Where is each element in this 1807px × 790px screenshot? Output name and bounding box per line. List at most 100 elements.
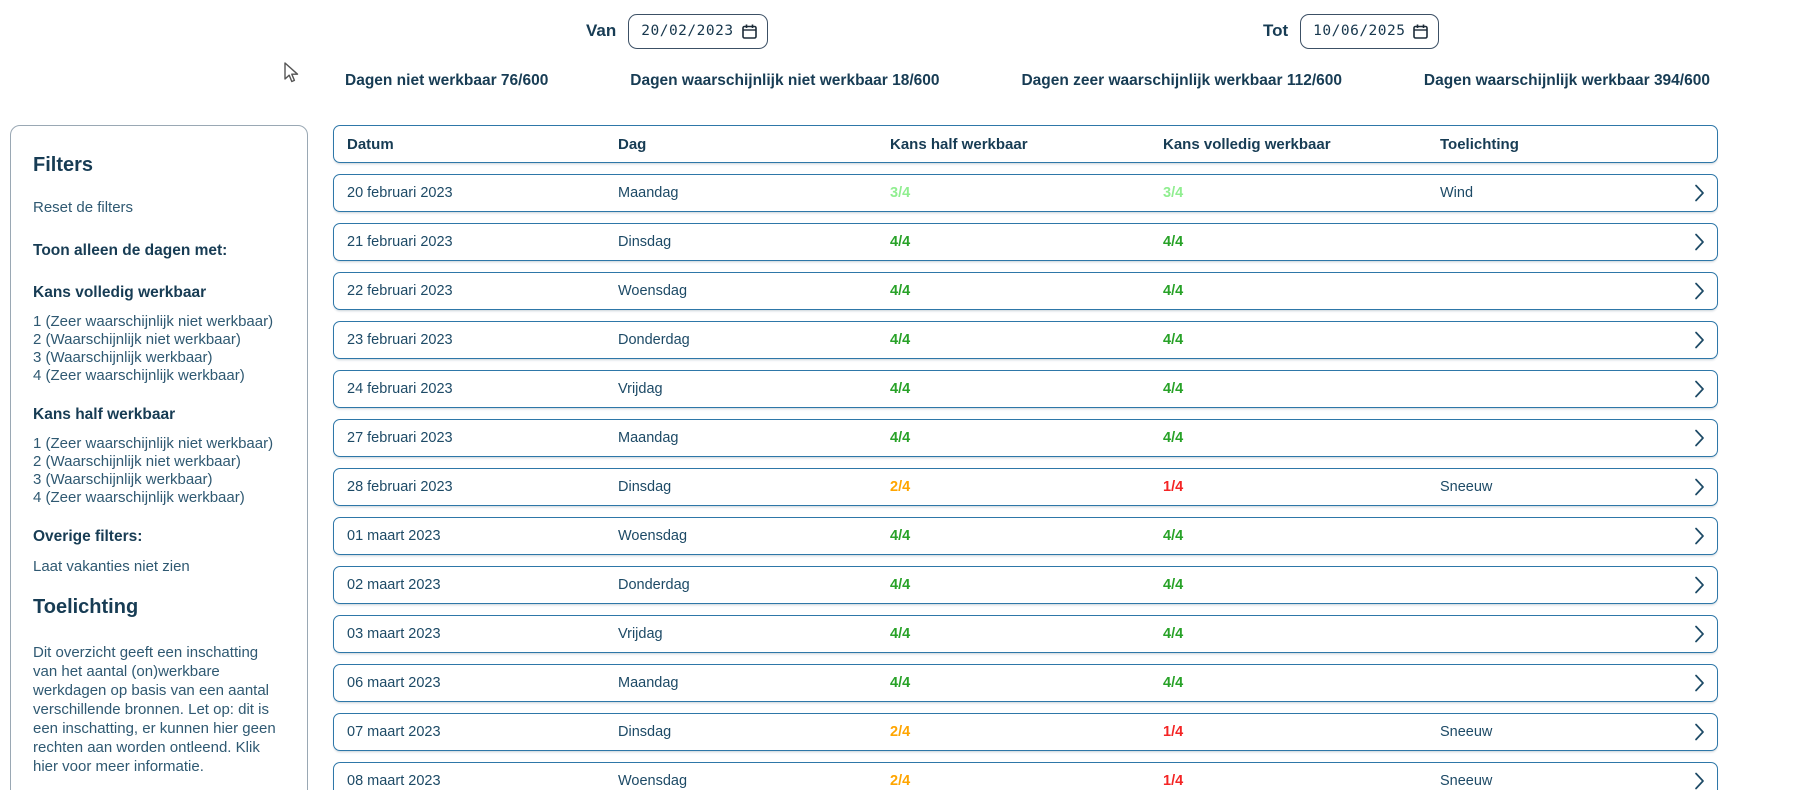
chevron-right-icon[interactable]	[1694, 233, 1711, 251]
row-kans-half: 4/4	[890, 381, 911, 397]
filter-option[interactable]: 2 (Waarschijnlijk niet werkbaar)	[33, 453, 241, 470]
chevron-right-icon[interactable]	[1694, 625, 1711, 643]
date-from-value: 20/02/2023	[641, 23, 734, 39]
chevron-right-icon[interactable]	[1694, 429, 1711, 447]
table-row[interactable]: 24 februari 2023 Vrijdag 4/4 4/4	[333, 370, 1718, 408]
stat-label: Dagen waarschijnlijk niet werkbaar 18/60…	[630, 72, 940, 89]
column-header: Kans half werkbaar	[890, 135, 1028, 153]
filter-option[interactable]: 4 (Zeer waarschijnlijk werkbaar)	[33, 489, 245, 506]
chevron-right-icon[interactable]	[1694, 723, 1711, 741]
table-row[interactable]: 07 maart 2023 Dinsdag 2/4 1/4 Sneeuw	[333, 713, 1718, 751]
row-kans-half: 4/4	[890, 675, 911, 691]
filter-option[interactable]: 4 (Zeer waarschijnlijk werkbaar)	[33, 367, 245, 384]
row-datum: 01 maart 2023	[347, 528, 441, 544]
chevron-right-icon[interactable]	[1694, 576, 1711, 594]
table-row[interactable]: 21 februari 2023 Dinsdag 4/4 4/4	[333, 223, 1718, 261]
explanation-title: Toelichting	[33, 596, 139, 618]
row-dag: Woensdag	[618, 773, 688, 789]
chevron-right-icon[interactable]	[1694, 184, 1711, 202]
chevron-right-icon[interactable]	[1694, 478, 1711, 496]
row-kans-volledig: 4/4	[1163, 283, 1184, 299]
column-header: Dag	[618, 135, 647, 153]
table-row[interactable]: 08 maart 2023 Woensdag 2/4 1/4 Sneeuw	[333, 762, 1718, 790]
row-toelichting: Sneeuw	[1440, 479, 1493, 495]
date-from-input[interactable]: 20/02/2023	[628, 13, 768, 49]
other-filter-option[interactable]: Laat vakanties niet zien	[33, 558, 190, 575]
row-kans-volledig: 4/4	[1163, 332, 1184, 348]
row-datum: 28 februari 2023	[347, 479, 453, 495]
table-row[interactable]: 06 maart 2023 Maandag 4/4 4/4	[333, 664, 1718, 702]
stat-label: Dagen niet werkbaar 76/600	[345, 72, 549, 89]
filter-option[interactable]: 3 (Waarschijnlijk werkbaar)	[33, 349, 213, 366]
date-from-label: Van	[586, 21, 617, 40]
calendar-icon[interactable]	[741, 24, 757, 39]
chevron-right-icon[interactable]	[1694, 674, 1711, 692]
filter-option[interactable]: 2 (Waarschijnlijk niet werkbaar)	[33, 331, 241, 348]
date-to-group: Tot 10/06/2025	[1263, 12, 1440, 50]
filter-option[interactable]: 1 (Zeer waarschijnlijk niet werkbaar)	[33, 435, 274, 452]
row-dag: Vrijdag	[618, 381, 663, 397]
row-datum: 07 maart 2023	[347, 724, 441, 740]
row-kans-half: 4/4	[890, 528, 911, 544]
filters-title: Filters	[33, 154, 94, 176]
row-kans-half: 4/4	[890, 332, 911, 348]
row-kans-volledig: 1/4	[1163, 479, 1184, 495]
date-to-input[interactable]: 10/06/2025	[1300, 13, 1440, 49]
table-row[interactable]: 22 februari 2023 Woensdag 4/4 4/4	[333, 272, 1718, 310]
row-toelichting: Sneeuw	[1440, 773, 1493, 789]
filter-option[interactable]: 3 (Waarschijnlijk werkbaar)	[33, 471, 213, 488]
row-dag: Woensdag	[618, 283, 688, 299]
filter-option[interactable]: 1 (Zeer waarschijnlijk niet werkbaar)	[33, 313, 274, 330]
row-dag: Donderdag	[618, 332, 690, 348]
chevron-right-icon[interactable]	[1694, 772, 1711, 790]
row-kans-half: 2/4	[890, 724, 911, 740]
chevron-right-icon[interactable]	[1694, 527, 1711, 545]
chevron-right-icon[interactable]	[1694, 380, 1711, 398]
row-datum: 02 maart 2023	[347, 577, 441, 593]
row-kans-volledig: 4/4	[1163, 675, 1184, 691]
row-datum: 21 februari 2023	[347, 234, 453, 250]
table-header-row: Datum Dag Kans half werkbaar Kans volledig …	[333, 125, 1718, 163]
row-toelichting: Sneeuw	[1440, 724, 1493, 740]
row-kans-half: 4/4	[890, 283, 911, 299]
row-dag: Maandag	[618, 675, 679, 691]
date-from-group: Van 20/02/2023	[586, 12, 768, 50]
date-to-value: 10/06/2025	[1313, 23, 1406, 39]
column-header: Toelichting	[1440, 135, 1519, 153]
row-kans-volledig: 3/4	[1163, 185, 1184, 201]
row-kans-volledig: 1/4	[1163, 773, 1184, 789]
table-row[interactable]: 01 maart 2023 Woensdag 4/4 4/4	[333, 517, 1718, 555]
date-to-label: Tot	[1263, 21, 1289, 40]
row-kans-half: 2/4	[890, 479, 911, 495]
row-kans-half: 4/4	[890, 577, 911, 593]
workable-days-table: Datum Dag Kans half werkbaar Kans volledig …	[333, 125, 1718, 790]
chevron-right-icon[interactable]	[1694, 331, 1711, 349]
filter-group-title: Kans volledig werkbaar	[33, 284, 207, 301]
row-kans-half: 2/4	[890, 773, 911, 789]
row-toelichting: Wind	[1440, 185, 1474, 201]
chevron-right-icon[interactable]	[1694, 282, 1711, 300]
stat-label: Dagen zeer waarschijnlijk werkbaar 112/6…	[1021, 72, 1342, 89]
row-kans-volledig: 4/4	[1163, 577, 1184, 593]
row-datum: 23 februari 2023	[347, 332, 453, 348]
table-row[interactable]: 27 februari 2023 Maandag 4/4 4/4	[333, 419, 1718, 457]
row-kans-volledig: 1/4	[1163, 724, 1184, 740]
row-kans-volledig: 4/4	[1163, 381, 1184, 397]
table-row[interactable]: 02 maart 2023 Donderdag 4/4 4/4	[333, 566, 1718, 604]
table-row[interactable]: 28 februari 2023 Dinsdag 2/4 1/4 Sneeuw	[333, 468, 1718, 506]
table-row[interactable]: 03 maart 2023 Vrijdag 4/4 4/4	[333, 615, 1718, 653]
mouse-cursor	[284, 62, 299, 83]
filter-group-title: Kans half werkbaar	[33, 406, 176, 423]
row-datum: 27 februari 2023	[347, 430, 453, 446]
row-kans-volledig: 4/4	[1163, 234, 1184, 250]
calendar-icon[interactable]	[1413, 24, 1429, 39]
row-kans-half: 4/4	[890, 626, 911, 642]
reset-filters-link[interactable]: Reset de filters	[33, 199, 134, 216]
other-filters-title: Overige filters:	[33, 528, 143, 545]
row-dag: Woensdag	[618, 528, 688, 544]
table-row[interactable]: 20 februari 2023 Maandag 3/4 3/4 Wind	[333, 174, 1718, 212]
row-kans-half: 4/4	[890, 430, 911, 446]
table-row[interactable]: 23 februari 2023 Donderdag 4/4 4/4	[333, 321, 1718, 359]
row-datum: 03 maart 2023	[347, 626, 441, 642]
